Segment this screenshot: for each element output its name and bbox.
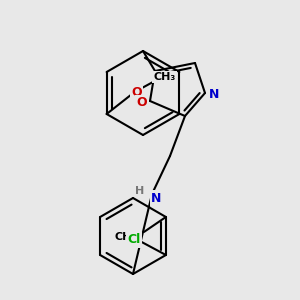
Text: N: N — [209, 88, 219, 101]
Text: CH₃: CH₃ — [154, 72, 176, 82]
Text: O: O — [131, 85, 142, 98]
Text: CH₃: CH₃ — [115, 232, 137, 242]
Text: Cl: Cl — [127, 233, 140, 247]
Text: N: N — [151, 191, 161, 205]
Text: O: O — [137, 97, 147, 110]
Text: H: H — [135, 186, 145, 196]
